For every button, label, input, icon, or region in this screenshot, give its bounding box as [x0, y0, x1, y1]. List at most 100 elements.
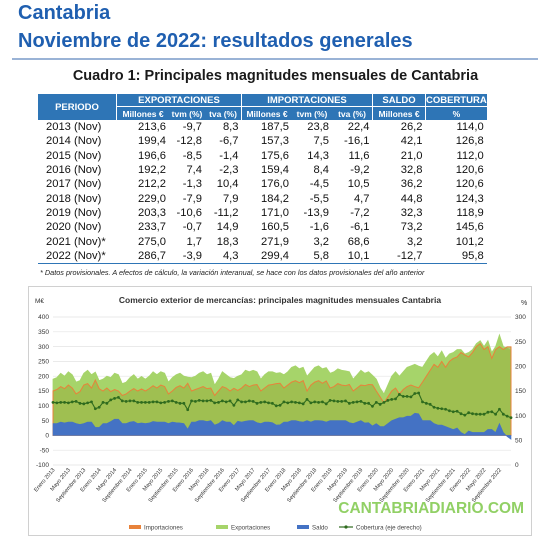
table-cell: 14,9 [216, 221, 239, 234]
cobertura-point [213, 401, 217, 405]
table-cell: 160,5 [261, 221, 289, 234]
cobertura-point [509, 416, 513, 420]
cobertura-point [474, 412, 478, 416]
cobertura-point [251, 399, 255, 403]
cobertura-point [290, 400, 294, 404]
table-cell: 271,9 [261, 235, 289, 248]
table-cell: 299,4 [241, 248, 292, 264]
cobertura-point [405, 395, 409, 398]
table-cell: 199,4 [138, 135, 166, 148]
cobertura-point [51, 400, 55, 404]
table-cell: 159,4 [261, 164, 289, 177]
table-cell: 95,8 [425, 248, 487, 264]
table-cell: -1,6 [309, 221, 329, 234]
cobertura-point [459, 412, 463, 416]
cobertura-point [471, 412, 474, 416]
chart-title: Comercio exterior de mercancías: princip… [119, 295, 441, 305]
cobertura-point [174, 400, 178, 404]
table-cell: 212,2 [138, 178, 166, 191]
cobertura-point [182, 401, 186, 405]
cobertura-point [132, 399, 136, 403]
y-right-tick-label: 0 [515, 462, 519, 469]
cobertura-point [421, 400, 424, 404]
cobertura-point [201, 399, 205, 403]
y-right-tick-label: 300 [515, 314, 526, 321]
cobertura-point [159, 401, 163, 405]
table-row: 2017 (Nov) 212,2 -1,3 10,4 176,0 -4,5 10,5 36,2… [38, 177, 487, 191]
cobertura-point [413, 392, 417, 395]
row-period: 2022 (Nov)* [38, 248, 117, 264]
cobertura-point [109, 398, 113, 402]
y-left-tick-label: 400 [38, 314, 49, 321]
table-cell: 112,0 [456, 149, 484, 162]
table-cell: 21,0 [400, 149, 423, 162]
table-cell: 124,3 [455, 192, 484, 205]
cobertura-point [444, 407, 447, 411]
col-group-cobertura: COBERTURA [424, 94, 487, 107]
cobertura-point [347, 401, 351, 405]
table-cell: -3,9 [169, 248, 205, 264]
table-cell: 10,1 [332, 248, 373, 264]
table-cell: 36,2 [400, 178, 423, 191]
table-cell: 145,6 [455, 221, 484, 234]
row-period: 2015 (Nov) [46, 149, 102, 162]
table-cell: 5,8 [292, 248, 332, 264]
table-cell: 203,3 [138, 206, 166, 219]
table-cell: -10,6 [176, 206, 203, 219]
row-period: 2020 (Nov) [46, 221, 102, 234]
cobertura-point [93, 407, 97, 411]
row-period: 2021 (Nov)* [46, 235, 106, 248]
cobertura-point [90, 400, 93, 404]
table-cell: 157,3 [261, 135, 289, 148]
cobertura-point [105, 401, 109, 405]
cobertura-point [136, 400, 140, 404]
legend-saldo-label: Saldo [312, 525, 328, 532]
table-cell: 4,3 [205, 248, 242, 264]
cobertura-point [436, 406, 440, 410]
row-period: 2018 (Nov) [46, 192, 102, 205]
cobertura-point [455, 409, 459, 413]
table-title: Cuadro 1: Principales magnitudes mensual… [72, 68, 479, 84]
table-cell: 14,3 [307, 149, 329, 162]
cobertura-point [97, 405, 101, 409]
cobertura-point [382, 400, 386, 404]
cobertura-point [378, 402, 382, 406]
y-left-tick-label: 200 [38, 373, 49, 380]
cobertura-point [167, 399, 170, 403]
cobertura-point [82, 402, 86, 406]
cobertura-point [240, 400, 243, 404]
table-cell: 196,6 [138, 149, 166, 162]
table-cell: 8,4 [313, 164, 329, 177]
table-cell: -8,5 [182, 149, 202, 162]
col-periodo: PERIODO [38, 94, 117, 120]
cobertura-point [440, 407, 444, 411]
cobertura-point [78, 401, 82, 405]
table-body: 2013 (Nov) 213,6 -9,7 8,3 187,5 23,8 22,4 26,2 1… [38, 120, 487, 264]
table-cell: -2,3 [219, 164, 239, 177]
y-right-tick-label: 50 [515, 438, 523, 445]
cobertura-point [286, 401, 290, 405]
cobertura-point [448, 409, 451, 413]
table-cell: 32,8 [400, 164, 423, 177]
cobertura-point [190, 399, 193, 403]
cobertura-point [228, 399, 232, 403]
table-cell: 11,6 [348, 149, 370, 162]
col-exp-tvm: tvm (%) [169, 106, 205, 120]
col-group-importaciones: IMPORTACIONES [241, 94, 373, 107]
table-row: 2015 (Nov) 196,6 -8,5 -1,4 175,6 14,3 11,6 21,0… [38, 149, 487, 163]
table-cell: 7,4 [186, 164, 202, 177]
cobertura-point [163, 400, 167, 404]
table-cell: 3,2 [406, 235, 423, 248]
y-left-tick-label: 50 [42, 418, 50, 425]
y-left-tick-label: -50 [40, 447, 50, 454]
cobertura-point [498, 407, 501, 411]
cobertura-point [140, 400, 143, 404]
cobertura-point [313, 400, 317, 404]
row-period: 2013 (Nov) [46, 121, 102, 134]
table-cell: 10,5 [347, 178, 370, 191]
cobertura-point [66, 401, 70, 405]
table-cell: 68,6 [347, 235, 370, 248]
col-imp-tva: tva (%) [332, 106, 373, 120]
cobertura-point [355, 400, 359, 404]
x-tick-label: Septiembre 2022 [471, 467, 503, 503]
